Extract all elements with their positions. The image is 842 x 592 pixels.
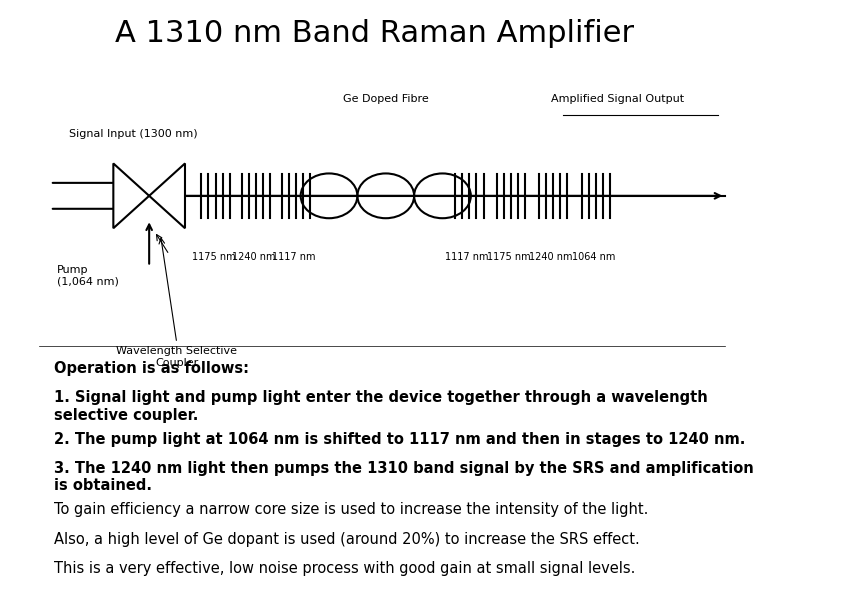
Text: 1175 nm: 1175 nm (191, 252, 235, 262)
Text: Also, a high level of Ge dopant is used (around 20%) to increase the SRS effect.: Also, a high level of Ge dopant is used … (54, 532, 639, 546)
Text: 1117 nm: 1117 nm (445, 252, 489, 262)
Text: 2. The pump light at 1064 nm is shifted to 1117 nm and then in stages to 1240 nm: 2. The pump light at 1064 nm is shifted … (54, 432, 745, 446)
Text: Ge Doped Fibre: Ge Doped Fibre (343, 94, 429, 104)
Text: Amplified Signal Output: Amplified Signal Output (551, 94, 684, 104)
Text: To gain efficiency a narrow core size is used to increase the intensity of the l: To gain efficiency a narrow core size is… (54, 502, 648, 517)
Text: A 1310 nm Band Raman Amplifier: A 1310 nm Band Raman Amplifier (115, 20, 634, 49)
Text: This is a very effective, low noise process with good gain at small signal level: This is a very effective, low noise proc… (54, 561, 635, 576)
Text: 1240 nm: 1240 nm (232, 252, 275, 262)
Text: Wavelength Selective
Coupler: Wavelength Selective Coupler (116, 346, 237, 368)
Text: 3. The 1240 nm light then pumps the 1310 band signal by the SRS and amplificatio: 3. The 1240 nm light then pumps the 1310… (54, 461, 754, 493)
Text: Pump
(1,064 nm): Pump (1,064 nm) (57, 265, 120, 286)
Text: Signal Input (1300 nm): Signal Input (1300 nm) (68, 129, 197, 139)
Text: Operation is as follows:: Operation is as follows: (54, 361, 248, 376)
Text: 1064 nm: 1064 nm (573, 252, 616, 262)
Polygon shape (114, 163, 149, 229)
Text: 1175 nm: 1175 nm (487, 252, 530, 262)
Text: 1240 nm: 1240 nm (529, 252, 573, 262)
Text: 1117 nm: 1117 nm (272, 252, 316, 262)
Polygon shape (149, 163, 185, 229)
Text: 1. Signal light and pump light enter the device together through a wavelength
se: 1. Signal light and pump light enter the… (54, 390, 707, 423)
